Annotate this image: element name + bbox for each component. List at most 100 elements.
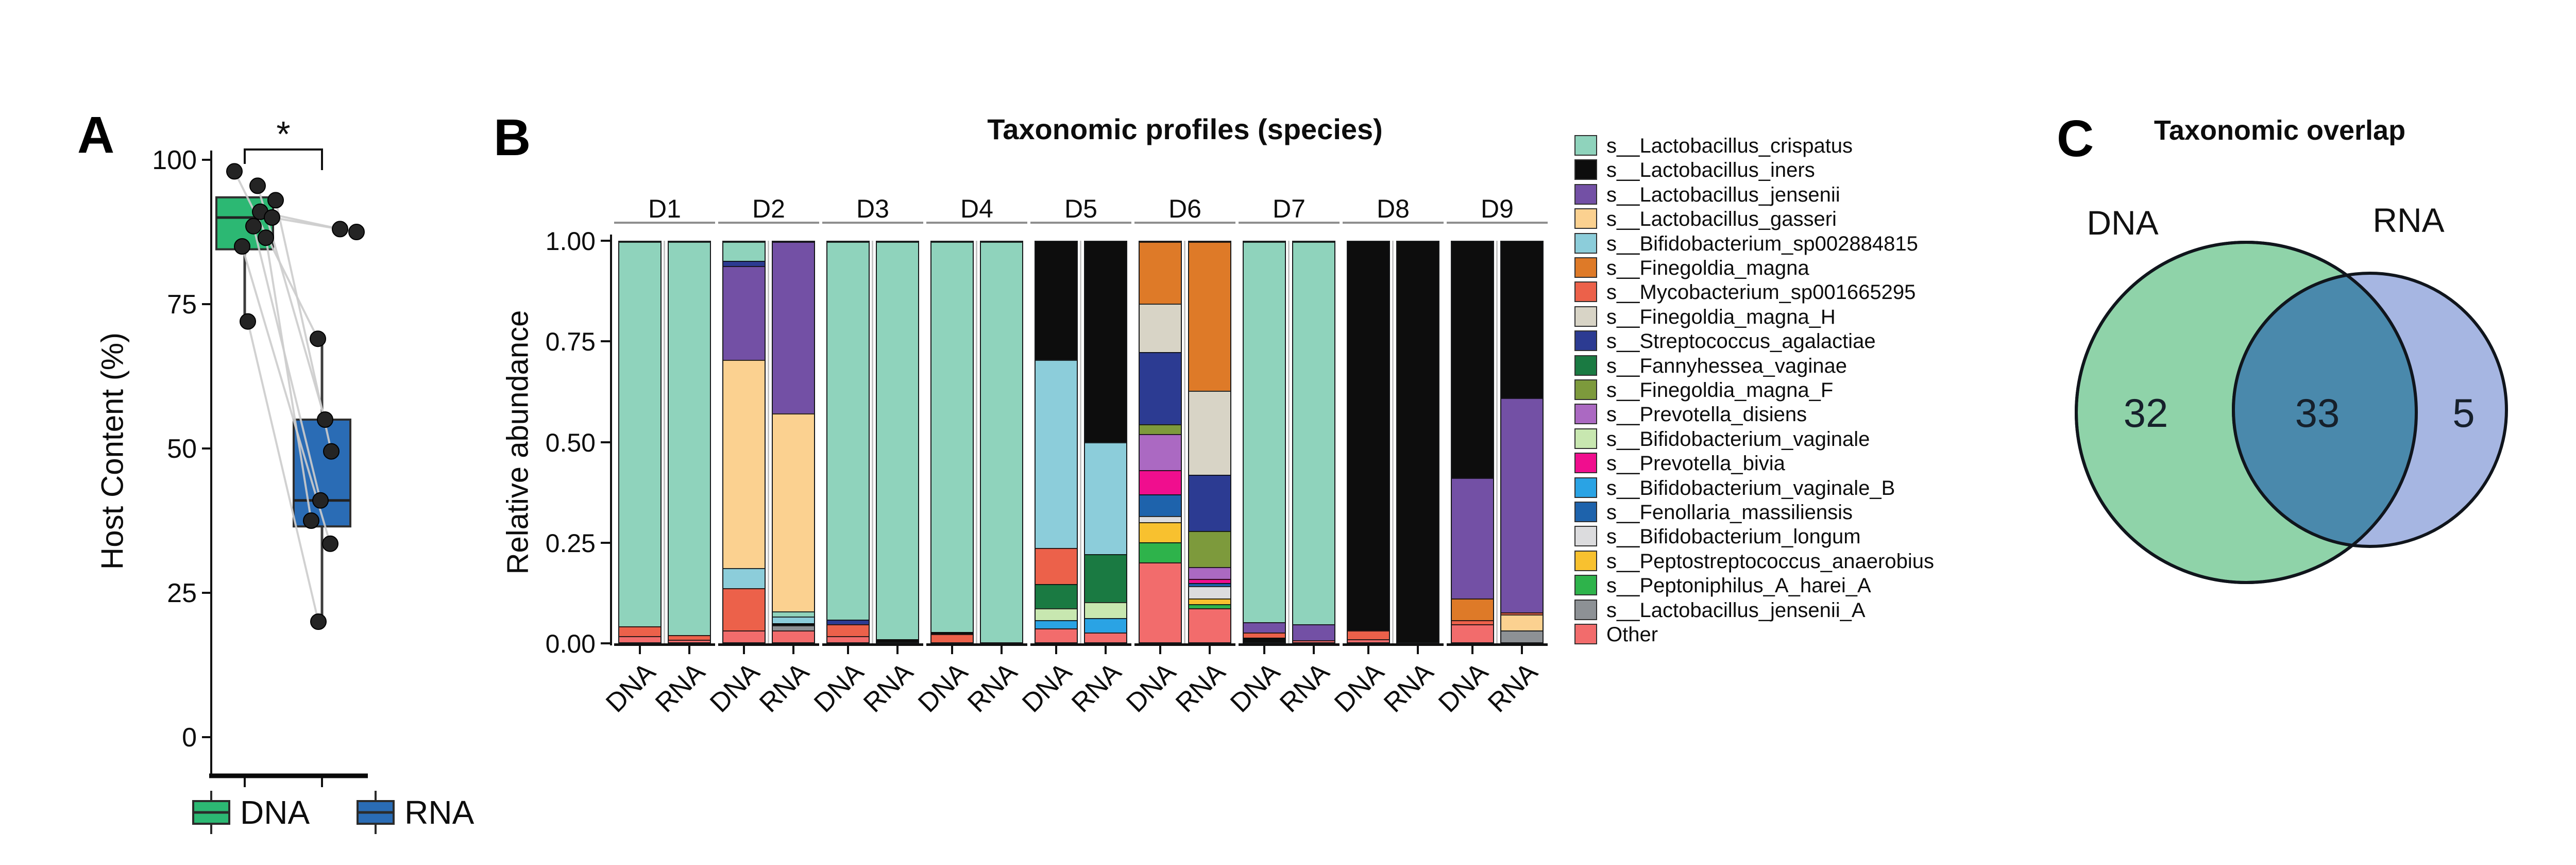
boxplot-key-icon-rna	[357, 791, 395, 834]
facet-x-tick	[951, 646, 953, 654]
bar-segment-magna	[1189, 242, 1230, 391]
legend-label-peptostrep: s__Peptostreptococcus_anaerobius	[1606, 550, 1934, 573]
bar-segment-bifido_sp	[773, 616, 814, 623]
legend-swatch-other	[1574, 624, 1597, 644]
bar-segment-iners	[1085, 242, 1126, 442]
facet-strip-line	[1030, 222, 1131, 224]
facet-strip-line	[718, 222, 819, 224]
panel-c-title: Taxonomic overlap	[2154, 115, 2406, 146]
legend-item-dna: DNA	[190, 790, 310, 835]
legend-label-longum: s__Bifidobacterium_longum	[1606, 525, 1861, 548]
y-tick-mark	[601, 441, 611, 443]
stacked-bar-d3-rna	[876, 241, 919, 643]
bar-segment-myco	[669, 635, 710, 640]
y-tick-label: 25	[167, 578, 197, 608]
data-point-rna	[322, 535, 338, 552]
legend-swatch-jensenii_a	[1574, 599, 1597, 620]
bar-segment-fenollaria	[1189, 583, 1230, 587]
legend-label-crispatus: s__Lactobacillus_crispatus	[1606, 135, 1853, 157]
panel-a-legend: DNA RNA	[190, 790, 474, 835]
data-point-rna	[323, 443, 340, 460]
stacked-bar-d1-rna	[668, 241, 711, 643]
bar-segment-magna	[1140, 242, 1181, 304]
facet-label-d6: D6	[1168, 194, 1201, 223]
stacked-bar-d2-rna	[772, 241, 815, 643]
y-tick-label: 0.50	[545, 428, 596, 457]
data-point-rna	[310, 330, 326, 347]
legend-label-strep: s__Streptococcus_agalactiae	[1606, 330, 1876, 353]
bar-segment-myco	[1348, 630, 1389, 639]
facet-x-tick	[1417, 646, 1419, 654]
facet-mid-gridline	[1392, 241, 1394, 643]
y-tick-mark	[601, 340, 611, 343]
facet-label-d4: D4	[960, 194, 993, 223]
y-tick-mark	[601, 541, 611, 544]
panel-c-label: C	[2057, 110, 2095, 168]
bar-segment-myco	[931, 634, 973, 642]
boxplot-key-icon-dna	[192, 791, 230, 834]
legend-label-fanny: s__Fannyhessea_vaginae	[1606, 354, 1848, 377]
legend-swatch-vaginale	[1574, 428, 1597, 449]
facet-label-d1: D1	[648, 194, 681, 223]
facet-x-axis	[1343, 643, 1444, 646]
y-tick-label: 50	[167, 434, 197, 464]
facet-mid-gridline	[768, 241, 769, 643]
facet-x-axis	[1239, 643, 1340, 646]
bar-segment-iners	[1036, 242, 1077, 360]
facet-x-tick	[896, 646, 899, 654]
bar-segment-crispatus	[981, 242, 1022, 642]
bar-segment-iners	[1452, 242, 1493, 478]
facet-x-axis	[718, 643, 819, 646]
facet-label-d9: D9	[1481, 194, 1514, 223]
bar-segment-iners	[1244, 637, 1285, 642]
facet-mid-gridline	[1080, 241, 1081, 643]
facet-x-tick	[1471, 646, 1473, 654]
facet-label-d7: D7	[1273, 194, 1306, 223]
stacked-bar-d9-rna	[1500, 241, 1544, 643]
legend-item-rna: RNA	[354, 790, 474, 835]
y-tick-label: 0.25	[545, 528, 596, 558]
data-point-rna	[332, 221, 348, 238]
venn-diagram: DNA RNA 32 33 5	[2075, 201, 2508, 584]
bar-segment-iners	[1501, 242, 1543, 398]
legend-swatch-disiens	[1574, 404, 1597, 425]
boxplot-host-content: 100 75 50 25 0 *	[152, 114, 368, 787]
legend-label-fenollaria: s__Fenollaria_massiliensis	[1606, 501, 1853, 524]
stacked-bar-d7-rna	[1292, 241, 1335, 643]
facet-x-tick	[639, 646, 641, 654]
bar-segment-magna	[1452, 598, 1493, 621]
bar-segment-disiens	[1140, 434, 1181, 470]
y-tick-mark	[601, 240, 611, 242]
bar-segment-gasseri	[773, 413, 814, 612]
bar-segment-other	[1452, 624, 1493, 642]
bar-segment-gasseri	[723, 360, 765, 569]
bar-segment-peptoniph	[1189, 604, 1230, 608]
bar-segment-myco	[1036, 548, 1077, 585]
stacked-bar-d4-dna	[930, 241, 974, 643]
bar-segment-crispatus	[773, 611, 814, 617]
bar-segment-other	[723, 630, 765, 642]
bar-segment-jensenii	[723, 265, 765, 360]
bar-segment-crispatus	[619, 242, 660, 626]
data-point-rna	[348, 224, 365, 240]
legend-swatch-magna_f	[1574, 379, 1597, 400]
bar-segment-iners	[1348, 242, 1389, 630]
bar-segment-other	[669, 640, 710, 642]
pair-line	[247, 320, 319, 623]
legend-swatch-bifido_sp	[1574, 232, 1597, 254]
bar-segment-strep	[1189, 475, 1230, 531]
data-point-dna	[258, 229, 274, 246]
bar-segment-longum	[1189, 586, 1230, 598]
legend-label-jensenii: s__Lactobacillus_jensenii	[1606, 183, 1840, 206]
legend-label-magna_f: s__Finegoldia_magna_F	[1606, 379, 1834, 402]
data-point-rna	[310, 613, 327, 630]
panel-b-label: B	[494, 109, 532, 167]
stacked-bar-d7-dna	[1243, 241, 1286, 643]
facet-mid-gridline	[1496, 241, 1498, 643]
bar-segment-vaginale	[1085, 602, 1126, 619]
legend-label-rna: RNA	[404, 794, 474, 831]
legend-label-bifido_sp: s__Bifidobacterium_sp002884815	[1606, 232, 1918, 255]
bar-segment-magna_h	[1140, 304, 1181, 352]
bar-segment-crispatus	[669, 242, 710, 636]
bar-segment-peptostrep	[1189, 598, 1230, 605]
